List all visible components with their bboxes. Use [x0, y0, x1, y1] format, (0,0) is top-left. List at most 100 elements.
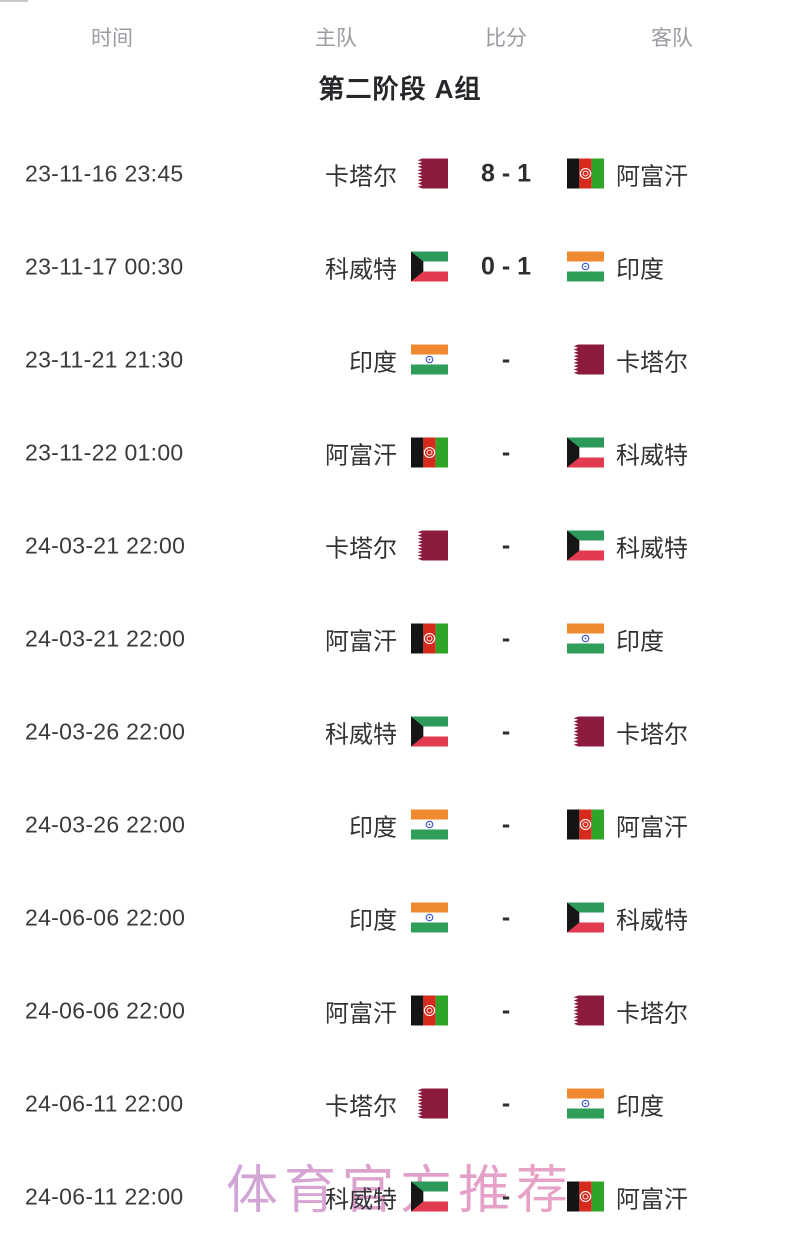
- home-team: 科威特: [325, 714, 448, 749]
- away-team-name: 卡塔尔: [616, 1000, 688, 1027]
- match-row[interactable]: 23-11-22 01:00 阿富汗 - 科威特: [0, 406, 800, 499]
- india-flag-icon: [567, 1088, 604, 1119]
- home-team-name: 卡塔尔: [325, 163, 397, 190]
- match-time: 24-03-21 22:00: [25, 532, 186, 558]
- away-team: 科威特: [567, 435, 688, 470]
- home-team-name: 印度: [349, 907, 397, 934]
- match-score: -: [501, 1089, 511, 1117]
- match-score: -: [501, 717, 511, 745]
- kuwait-flag-icon: [567, 902, 604, 933]
- away-team: 阿富汗: [567, 807, 688, 842]
- match-time: 23-11-17 00:30: [25, 253, 184, 279]
- match-row[interactable]: 23-11-16 23:45 卡塔尔 8 - 1 阿富汗: [0, 127, 800, 220]
- home-team-name: 科威特: [325, 1186, 397, 1213]
- away-team-name: 印度: [616, 1093, 664, 1120]
- match-score: -: [501, 624, 511, 652]
- away-team: 科威特: [567, 900, 688, 935]
- india-flag-icon: [411, 902, 448, 933]
- match-row[interactable]: 24-03-21 22:00 阿富汗 - 印度: [0, 592, 800, 685]
- home-team: 印度: [349, 342, 448, 377]
- home-team-name: 阿富汗: [325, 1000, 397, 1027]
- away-team: 印度: [567, 1086, 664, 1121]
- away-team-name: 印度: [616, 628, 664, 655]
- match-row[interactable]: 24-06-11 22:00 科威特 - 阿富汗: [0, 1150, 800, 1243]
- india-flag-icon: [567, 623, 604, 654]
- away-team: 印度: [567, 621, 664, 656]
- match-score: 8 - 1: [480, 159, 532, 187]
- kuwait-flag-icon: [567, 437, 604, 468]
- india-flag-icon: [411, 344, 448, 375]
- home-team-name: 阿富汗: [325, 442, 397, 469]
- away-team: 印度: [567, 249, 664, 284]
- home-team-name: 科威特: [325, 256, 397, 283]
- match-score: 0 - 1: [480, 252, 532, 280]
- match-time: 23-11-21 21:30: [25, 346, 184, 372]
- home-team: 阿富汗: [325, 435, 448, 470]
- match-row[interactable]: 23-11-17 00:30 科威特 0 - 1 印度: [0, 220, 800, 313]
- kuwait-flag-icon: [567, 530, 604, 561]
- match-time: 24-03-21 22:00: [25, 625, 186, 651]
- match-row[interactable]: 24-06-06 22:00 阿富汗 - 卡塔尔: [0, 964, 800, 1057]
- match-row[interactable]: 24-03-21 22:00 卡塔尔 - 科威特: [0, 499, 800, 592]
- column-header-away: 客队: [651, 27, 693, 50]
- match-row[interactable]: 23-11-21 21:30 印度 - 卡塔尔: [0, 313, 800, 406]
- afghanistan-flag-icon: [567, 809, 604, 840]
- home-team: 印度: [349, 900, 448, 935]
- away-team: 阿富汗: [567, 1179, 688, 1214]
- match-score: -: [501, 1182, 511, 1210]
- kuwait-flag-icon: [411, 716, 448, 747]
- match-score: -: [501, 345, 511, 373]
- away-team: 阿富汗: [567, 156, 688, 191]
- kuwait-flag-icon: [411, 251, 448, 282]
- home-team: 卡塔尔: [325, 156, 448, 191]
- qatar-flag-icon: [567, 995, 604, 1026]
- table-header: 时间 主队 比分 客队: [0, 0, 800, 62]
- home-team: 卡塔尔: [325, 1086, 448, 1121]
- match-list: 23-11-16 23:45 卡塔尔 8 - 1 阿富汗 23-11-17 00…: [0, 127, 800, 1243]
- top-border-fragment: [0, 0, 28, 2]
- match-row[interactable]: 24-06-11 22:00 卡塔尔 - 印度: [0, 1057, 800, 1150]
- match-time: 24-06-06 22:00: [25, 904, 186, 930]
- match-time: 24-03-26 22:00: [25, 811, 186, 837]
- match-row[interactable]: 24-03-26 22:00 科威特 - 卡塔尔: [0, 685, 800, 778]
- match-score: -: [501, 996, 511, 1024]
- afghanistan-flag-icon: [411, 623, 448, 654]
- home-team: 阿富汗: [325, 621, 448, 656]
- afghanistan-flag-icon: [567, 158, 604, 189]
- away-team-name: 阿富汗: [616, 1186, 688, 1213]
- home-team: 印度: [349, 807, 448, 842]
- away-team-name: 印度: [616, 256, 664, 283]
- india-flag-icon: [567, 251, 604, 282]
- match-time: 23-11-22 01:00: [25, 439, 184, 465]
- match-time: 24-06-11 22:00: [25, 1090, 184, 1116]
- away-team-name: 卡塔尔: [616, 349, 688, 376]
- match-time: 24-06-06 22:00: [25, 997, 186, 1023]
- section-title: 第二阶段 A组: [318, 74, 482, 104]
- home-team: 阿富汗: [325, 993, 448, 1028]
- column-header-home: 主队: [315, 27, 357, 50]
- match-score: -: [501, 531, 511, 559]
- afghanistan-flag-icon: [411, 437, 448, 468]
- afghanistan-flag-icon: [567, 1181, 604, 1212]
- home-team-name: 卡塔尔: [325, 1093, 397, 1120]
- match-score: -: [501, 438, 511, 466]
- home-team-name: 印度: [349, 814, 397, 841]
- home-team-name: 卡塔尔: [325, 535, 397, 562]
- away-team: 卡塔尔: [567, 342, 688, 377]
- away-team-name: 科威特: [616, 442, 688, 469]
- away-team-name: 卡塔尔: [616, 721, 688, 748]
- qatar-flag-icon: [411, 158, 448, 189]
- match-time: 24-03-26 22:00: [25, 718, 186, 744]
- match-score: -: [501, 903, 511, 931]
- match-time: 24-06-11 22:00: [25, 1183, 184, 1209]
- away-team: 科威特: [567, 528, 688, 563]
- home-team: 卡塔尔: [325, 528, 448, 563]
- match-row[interactable]: 24-03-26 22:00 印度 - 阿富汗: [0, 778, 800, 871]
- match-time: 23-11-16 23:45: [25, 160, 184, 186]
- home-team: 科威特: [325, 1179, 448, 1214]
- away-team-name: 科威特: [616, 535, 688, 562]
- home-team: 科威特: [325, 249, 448, 284]
- column-header-score: 比分: [485, 27, 527, 50]
- match-row[interactable]: 24-06-06 22:00 印度 - 科威特: [0, 871, 800, 964]
